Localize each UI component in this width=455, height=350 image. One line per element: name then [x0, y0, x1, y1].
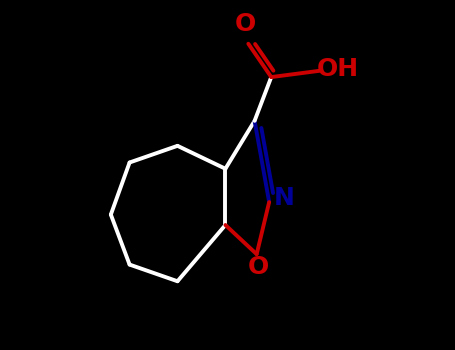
Text: OH: OH — [317, 57, 359, 81]
Text: O: O — [248, 255, 269, 279]
Text: N: N — [273, 186, 294, 210]
Text: O: O — [234, 12, 256, 36]
